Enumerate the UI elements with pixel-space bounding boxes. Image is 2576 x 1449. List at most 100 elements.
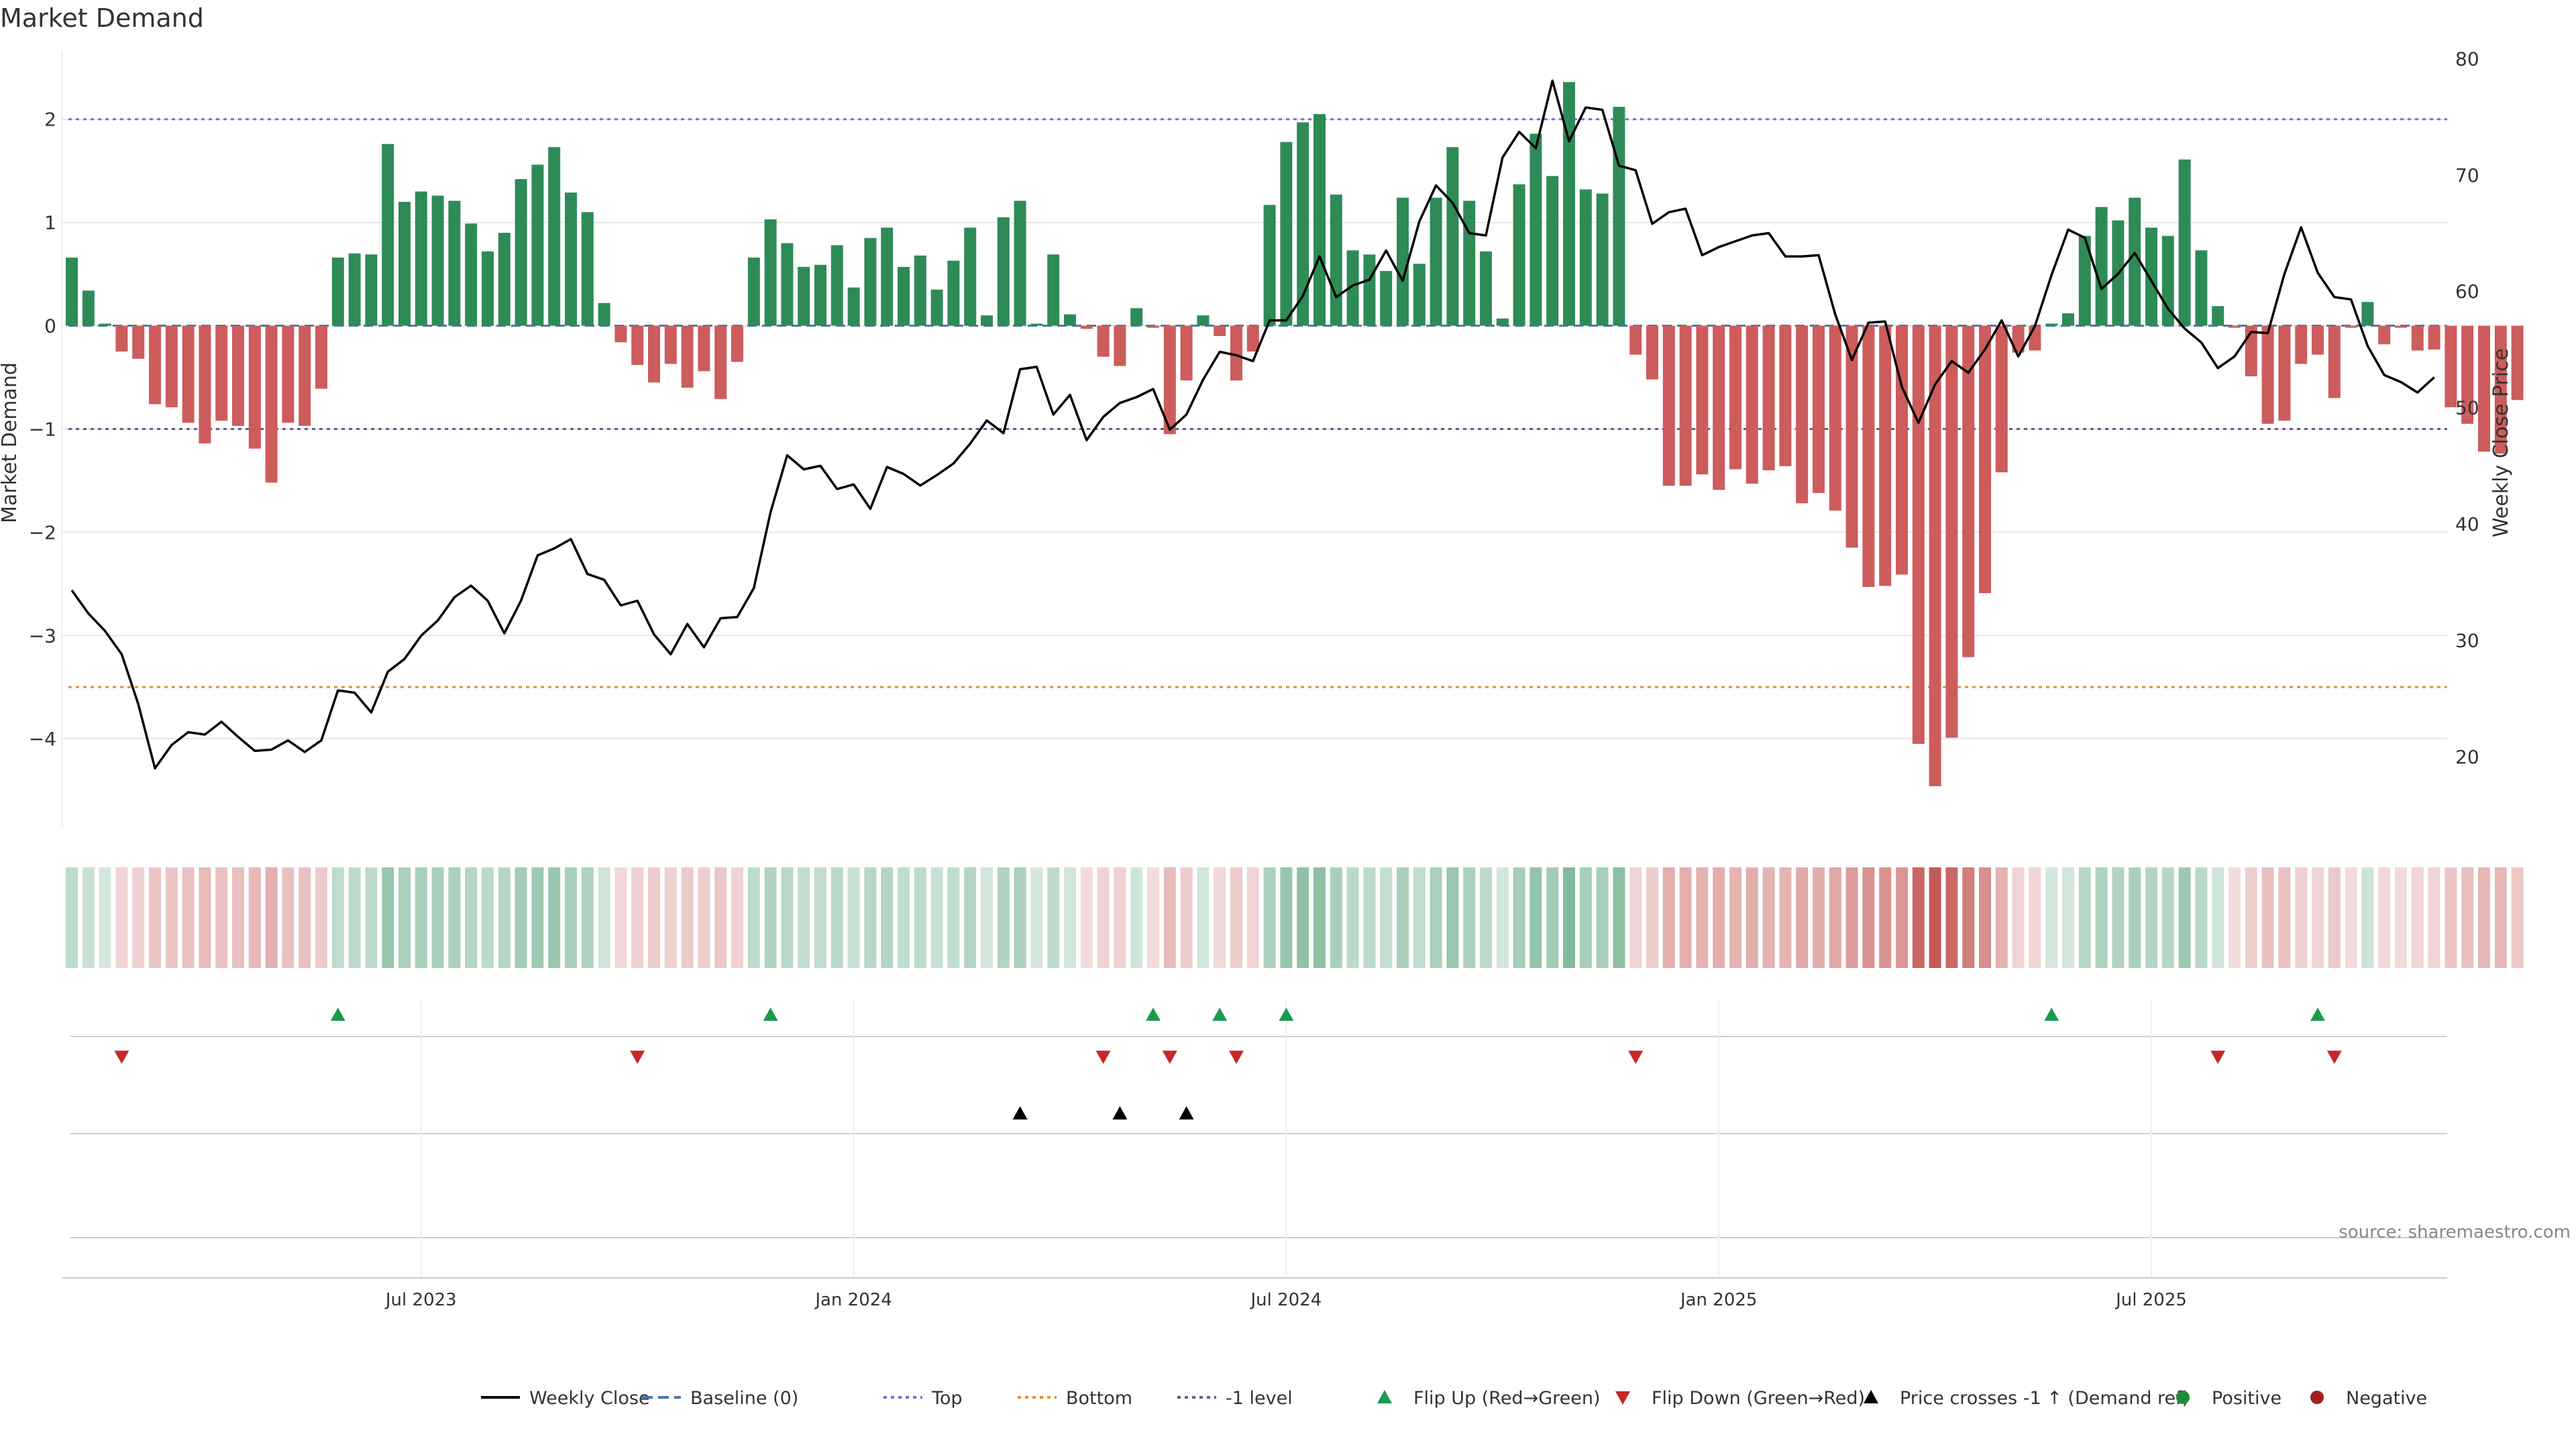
heat-cell — [2229, 867, 2241, 968]
demand-bar — [182, 325, 195, 423]
demand-bar — [847, 287, 860, 326]
demand-bar — [248, 325, 261, 449]
weekly-close-line — [70, 79, 2435, 770]
demand-bar — [2012, 325, 2025, 353]
x-tick-label: Jul 2024 — [1249, 1290, 1322, 1310]
demand-bar — [1047, 254, 1060, 326]
demand-bar — [798, 266, 810, 326]
heat-cell — [1613, 867, 1625, 968]
heat-cell — [1829, 867, 1841, 968]
signal-marker — [1279, 1008, 1294, 1021]
heat-cell — [1430, 867, 1442, 968]
heat-cell — [1762, 867, 1775, 968]
y-tick-label: −1 — [29, 418, 56, 440]
demand-bar — [1746, 325, 1758, 484]
demand-bar — [1363, 254, 1376, 326]
heat-cell — [365, 867, 378, 968]
heat-cell — [2062, 867, 2074, 968]
demand-bar — [66, 257, 78, 326]
demand-bar — [2078, 235, 2091, 326]
heat-cell — [2145, 867, 2157, 968]
demand-bar — [747, 257, 760, 326]
y2-tick-label: 80 — [2455, 48, 2479, 70]
demand-bar — [1197, 315, 1210, 326]
heat-cell — [66, 867, 78, 968]
heat-cell — [2029, 867, 2041, 968]
heat-cell — [498, 867, 511, 968]
demand-bar — [1513, 184, 1525, 326]
heat-cell — [1313, 867, 1326, 968]
demand-bar — [2361, 302, 2374, 326]
y-tick-label: −3 — [29, 625, 56, 647]
demand-bar — [2478, 325, 2490, 452]
demand-bar — [2295, 325, 2308, 364]
heat-cell — [1014, 867, 1026, 968]
heat-cell — [2312, 867, 2324, 968]
heat-cell — [714, 867, 727, 968]
heat-cell — [1896, 867, 1908, 968]
legend-item: Weekly Close — [481, 1388, 650, 1409]
demand-bar — [431, 195, 444, 326]
heat-cell — [382, 867, 394, 968]
demand-bar — [315, 325, 327, 389]
heat-cell — [1679, 867, 1692, 968]
legend-item: Baseline (0) — [642, 1388, 798, 1409]
heat-cell — [2261, 867, 2274, 968]
heat-cell — [2461, 867, 2474, 968]
heat-cell — [2428, 867, 2440, 968]
demand-bar — [1280, 142, 1293, 326]
heat-cell — [1130, 867, 1143, 968]
heat-cell — [1214, 867, 1226, 968]
demand-bar — [2029, 325, 2041, 351]
heat-cell — [581, 867, 594, 968]
legend-label: Flip Up (Red→Green) — [1413, 1388, 1601, 1409]
legend-label: Bottom — [1066, 1388, 1132, 1409]
demand-bar — [1263, 205, 1276, 326]
heat-cell — [1813, 867, 1825, 968]
signal-marker — [2044, 1008, 2059, 1021]
demand-bar — [232, 325, 244, 426]
legend-label: Negative — [2346, 1388, 2427, 1409]
heat-cell — [1496, 867, 1509, 968]
heat-cell — [2295, 867, 2308, 968]
heat-cell — [2361, 867, 2374, 968]
price-series — [70, 79, 2435, 770]
demand-bar — [2045, 323, 2058, 326]
demand-bar — [1163, 325, 1176, 435]
demand-bar — [1014, 201, 1026, 326]
heat-cell — [914, 867, 926, 968]
demand-bar — [664, 325, 677, 364]
demand-bar — [1114, 325, 1126, 366]
demand-bar — [2378, 325, 2391, 345]
demand-bar — [1529, 133, 1542, 326]
demand-bar — [1080, 325, 1093, 329]
heat-cell — [132, 867, 145, 968]
heat-cell — [1779, 867, 1792, 968]
x-tick-label: Jan 2025 — [1679, 1290, 1758, 1310]
demand-bar — [1646, 325, 1658, 380]
signal-marker — [2310, 1008, 2325, 1021]
y-tick-label: −4 — [29, 728, 56, 750]
demand-bar — [199, 325, 211, 444]
demand-bar — [2395, 325, 2407, 328]
demand-bar — [365, 254, 378, 326]
heat-cell — [648, 867, 660, 968]
heat-cell — [2411, 867, 2424, 968]
demand-bar — [2411, 325, 2424, 351]
heat-cell — [2012, 867, 2025, 968]
heat-cell — [2478, 867, 2490, 968]
heat-cell — [1114, 867, 1126, 968]
demand-bar — [581, 212, 594, 326]
heat-cell — [1180, 867, 1193, 968]
heat-cell — [1097, 867, 1110, 968]
heat-cell — [864, 867, 877, 968]
demand-bar — [1629, 325, 1642, 355]
demand-bar — [215, 325, 228, 421]
signal-marker — [1162, 1051, 1177, 1064]
heat-cell — [82, 867, 95, 968]
demand-bar — [515, 179, 527, 326]
heat-cell — [947, 867, 960, 968]
demand-bar — [1945, 325, 1958, 738]
demand-bar — [1313, 114, 1326, 326]
demand-bar — [331, 257, 344, 326]
